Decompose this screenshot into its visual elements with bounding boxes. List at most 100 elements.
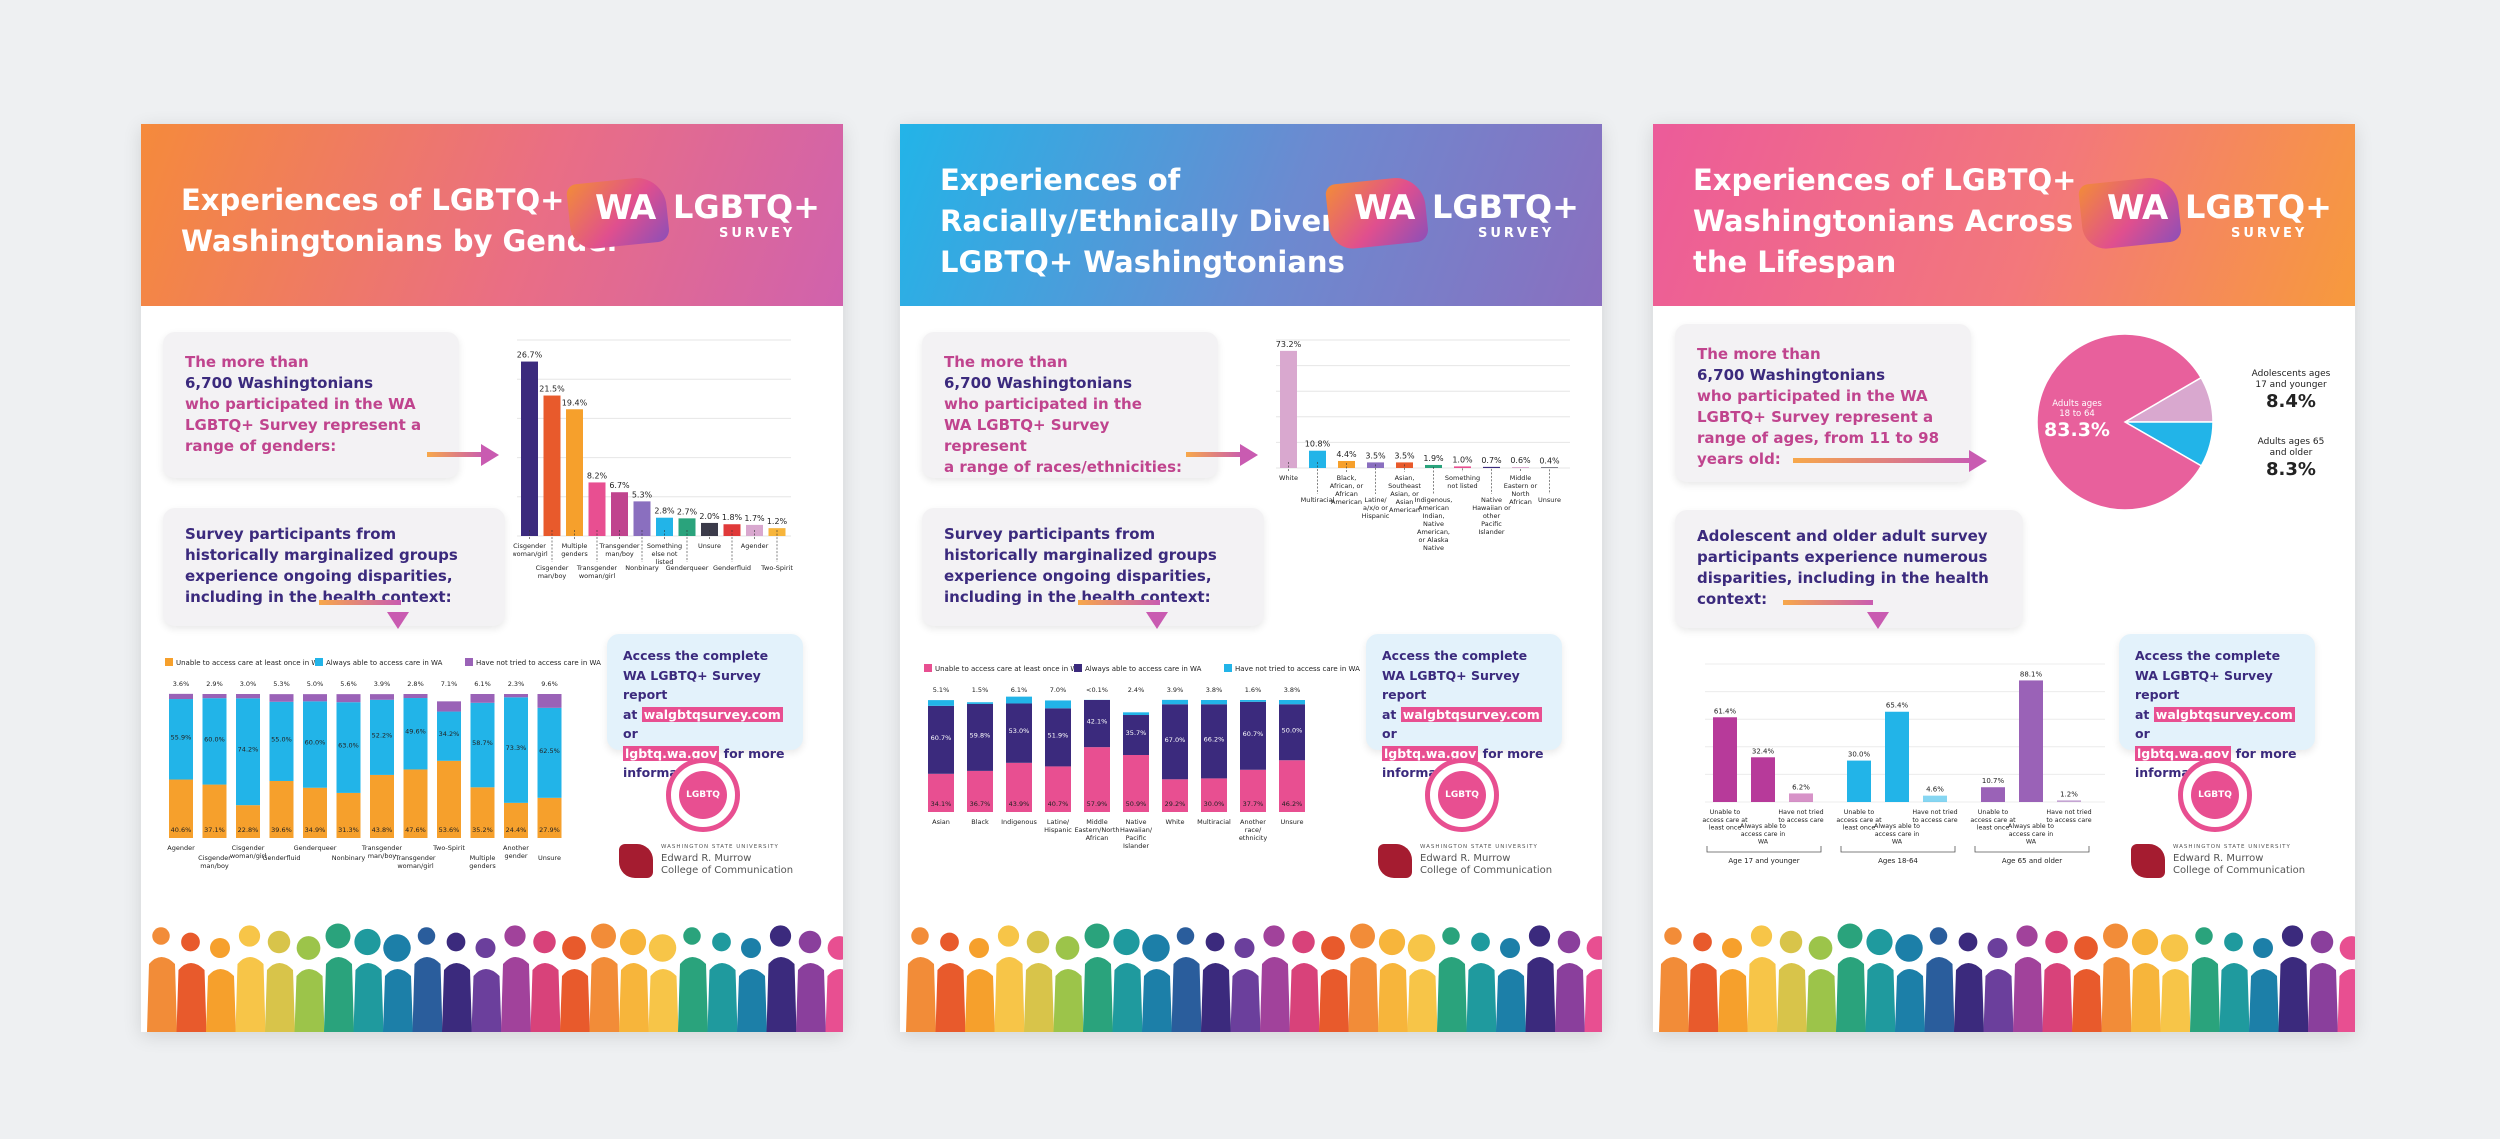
segment-value-label: 2.9% — [206, 680, 223, 688]
logo-lgbtq: LGBTQ+ — [2185, 188, 2332, 226]
bar — [1483, 466, 1500, 468]
person-silhouette-body — [1289, 963, 1320, 1032]
gov-link[interactable]: lgbtq.wa.gov — [1382, 745, 1479, 761]
access-at: at — [1382, 706, 1397, 722]
bar-value-label: 8.2% — [587, 471, 608, 480]
bar-value-label: 1.0% — [1452, 455, 1473, 464]
category-label: man/boy — [200, 862, 229, 870]
disparities-text: Adolescent and older adult survey partic… — [1697, 527, 1989, 608]
category-label: Middle — [1510, 474, 1531, 482]
category-label: least once — [1977, 825, 2010, 832]
arrow-head-icon — [1240, 444, 1258, 466]
person-silhouette-body — [796, 963, 826, 1032]
intro-line: LGBTQ+ Survey represent a — [1697, 408, 1934, 426]
person-silhouette-head — [969, 938, 989, 958]
category-label: Eastern/North — [1074, 826, 1119, 834]
arrow-right-icon — [1793, 458, 1973, 463]
gov-link[interactable]: lgbtq.wa.gov — [2135, 745, 2232, 761]
stacked-segment — [967, 702, 993, 704]
crowd-silhouettes-illustration — [906, 923, 1602, 1032]
gov-link[interactable]: lgbtq.wa.gov — [623, 745, 720, 761]
logo-survey: SURVEY — [2231, 226, 2308, 241]
person-silhouette-head — [475, 938, 496, 958]
poster-header: Experiences of Racially/Ethnically Diver… — [900, 124, 1602, 306]
legend-swatch — [1074, 664, 1082, 672]
category-label: Nonbinary — [625, 564, 659, 572]
person-silhouette-body — [324, 957, 354, 1032]
category-label: Always able to — [1874, 823, 1920, 830]
category-label: Something — [1445, 474, 1480, 482]
person-silhouette-head — [2195, 927, 2213, 945]
category-label: to access care — [1912, 817, 1957, 824]
category-label: Indigenous, — [1415, 496, 1453, 504]
stacked-segment — [504, 694, 528, 698]
bar-value-label: 32.4% — [1752, 747, 1775, 755]
person-silhouette-head — [1586, 936, 1602, 960]
segment-value-label: 52.2% — [372, 731, 393, 739]
category-label: Indigenous — [1001, 818, 1037, 826]
intro-line: who participated in the — [944, 395, 1142, 413]
bar — [1751, 757, 1775, 802]
person-silhouette-head — [1693, 932, 1712, 952]
person-silhouette-head — [1722, 938, 1742, 958]
segment-value-label: 6.1% — [474, 680, 491, 688]
person-silhouette-head — [591, 923, 616, 949]
person-silhouette-body — [825, 969, 843, 1032]
person-silhouette-head — [2310, 930, 2334, 954]
segment-value-label: 5.6% — [340, 680, 357, 688]
bar-value-label: 2.8% — [654, 507, 675, 516]
pie-label: and older — [2270, 448, 2313, 458]
stacked-segment — [303, 701, 327, 788]
poster-header: Experiences of LGBTQ+ Washingtonians Acr… — [1653, 124, 2355, 306]
category-label: Southeast — [1388, 482, 1421, 490]
bar — [678, 518, 696, 536]
person-silhouette-body — [412, 957, 443, 1032]
survey-link[interactable]: walgbtqsurvey.com — [2153, 706, 2295, 722]
category-label: Cisgender — [232, 844, 265, 852]
pie-label: 18 to 64 — [2059, 409, 2095, 419]
segment-value-label: 3.6% — [173, 680, 190, 688]
category-label: WA — [1892, 839, 1903, 846]
segment-value-label: 60.0% — [204, 735, 225, 743]
person-silhouette-head — [1664, 927, 1682, 945]
bar — [633, 501, 651, 536]
person-silhouette-body — [1777, 963, 1807, 1032]
gender-bar-chart: 26.7%Cisgenderwoman/girl21.5%Cisgenderma… — [513, 339, 793, 580]
person-silhouette-head — [1929, 927, 1948, 945]
bar-value-label: 4.6% — [1926, 786, 1944, 794]
category-label: Asian — [932, 818, 950, 826]
segment-value-label: 2.8% — [407, 680, 424, 688]
stacked-segment — [928, 700, 954, 706]
arrow-right-icon — [1186, 452, 1244, 457]
category-label: Native — [1423, 544, 1444, 552]
category-label: Genderfluid — [262, 854, 300, 862]
person-silhouette-body — [235, 957, 266, 1032]
person-silhouette-body — [2042, 963, 2073, 1032]
person-silhouette-head — [1895, 934, 1923, 962]
person-silhouette-head — [769, 925, 792, 947]
person-silhouette-head — [296, 936, 321, 960]
survey-link[interactable]: walgbtqsurvey.com — [641, 706, 783, 722]
category-label: Native — [1423, 520, 1444, 528]
person-silhouette-body — [906, 957, 936, 1032]
bar — [2057, 800, 2081, 802]
category-label: Have not tried — [1912, 809, 1957, 816]
bar — [1981, 787, 2005, 802]
wsu-cougar-icon — [2131, 844, 2165, 878]
pie-label: 17 and younger — [2255, 380, 2327, 390]
segment-value-label: 39.6% — [271, 826, 292, 834]
person-silhouette-body — [2249, 969, 2279, 1032]
stacked-segment — [303, 787, 327, 838]
crowd-silhouettes-illustration — [147, 923, 843, 1032]
person-silhouette-body — [1053, 969, 1084, 1032]
segment-value-label: 1.5% — [972, 686, 989, 694]
lgbtq-commission-seal: LGBTQ — [666, 758, 740, 832]
category-label: Eastern or — [1504, 482, 1538, 490]
group-label: Ages 18-64 — [1878, 857, 1918, 865]
survey-link[interactable]: walgbtqsurvey.com — [1400, 706, 1542, 722]
person-silhouette-body — [176, 963, 207, 1032]
stacked-segment — [169, 779, 193, 838]
person-silhouette-head — [712, 932, 731, 952]
access-or: or — [1382, 726, 1397, 741]
wsu-murrow-logo: WASHINGTON STATE UNIVERSITY Edward R. Mu… — [1378, 842, 1578, 882]
